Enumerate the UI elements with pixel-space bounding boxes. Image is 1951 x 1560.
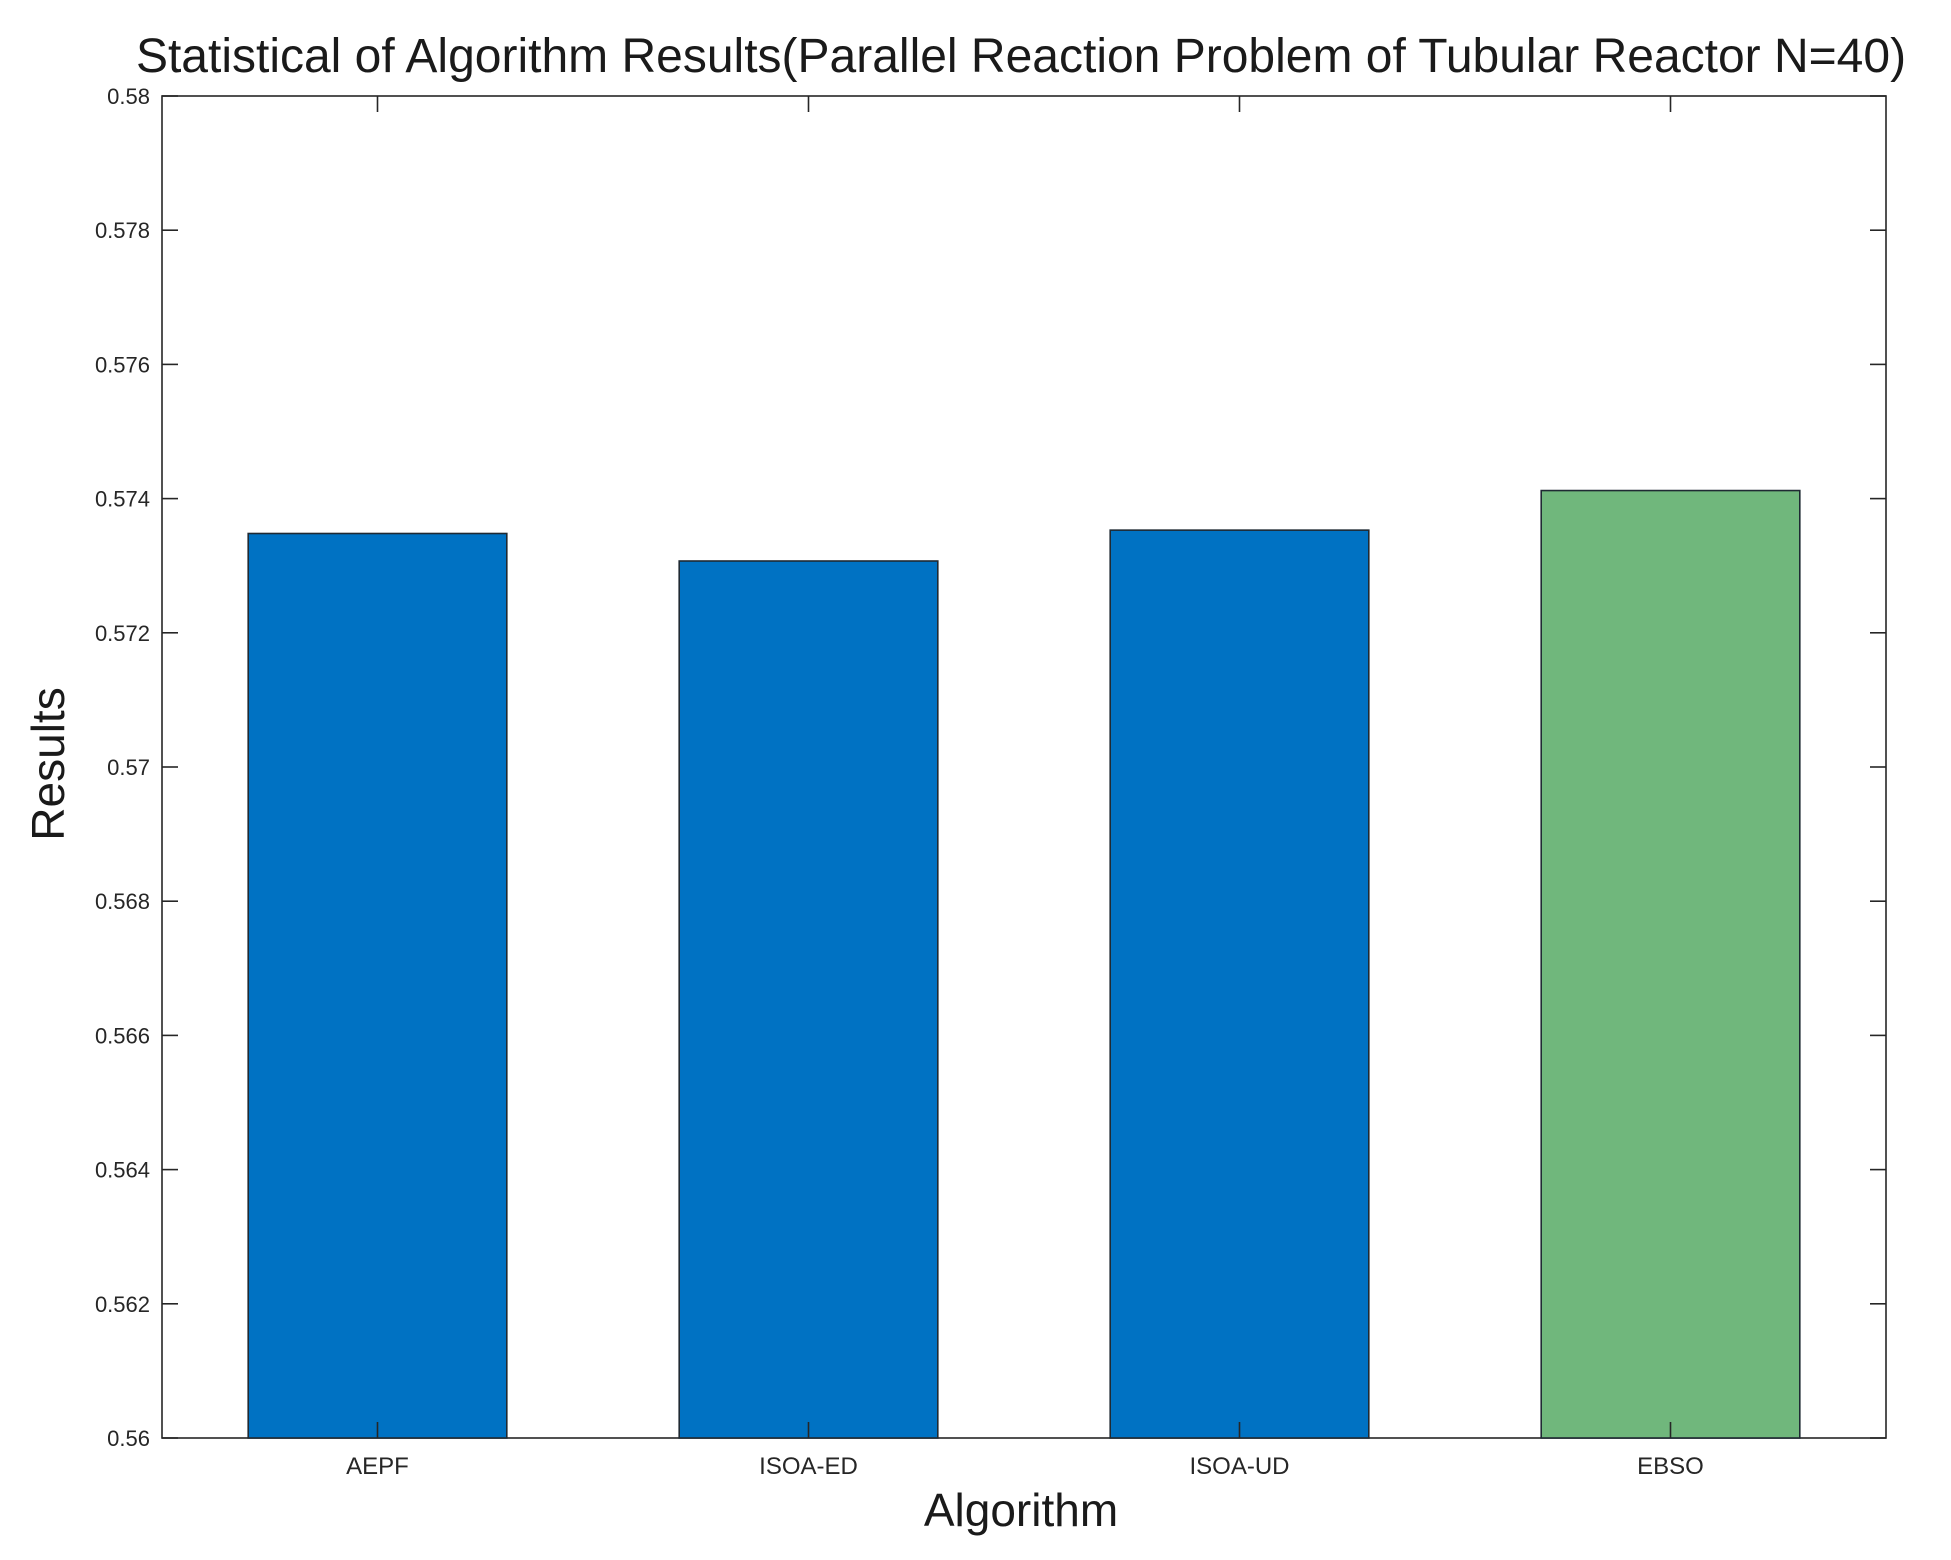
y-tick-label: 0.566 [95,1023,150,1048]
bar-ebso [1540,489,1801,1439]
y-tick-label: 0.576 [95,352,150,377]
y-tick-label: 0.58 [107,84,150,109]
x-tick-label: EBSO [1637,1453,1704,1480]
y-axis-ticks: 0.56 0.562 0.564 0.566 0.568 0.57 0.572 0.574 0.… [95,84,1886,1451]
y-tick-label: 0.574 [95,487,150,512]
bar-aepf [247,532,508,1439]
plot-area: 0.56 0.562 0.564 0.566 0.568 0.57 0.572 0.574 0.… [95,84,1887,1480]
y-tick-label: 0.572 [95,621,150,646]
x-axis-ticks: AEPF ISOA-ED ISOA-UD EBSO [346,96,1704,1480]
y-tick-label: 0.562 [95,1292,150,1317]
x-tick-label: ISOA-ED [759,1453,858,1480]
bars [247,489,1801,1439]
x-tick-label: ISOA-UD [1189,1453,1289,1480]
y-tick-label: 0.568 [95,889,150,914]
bar-isoa-ud [1109,529,1370,1439]
y-tick-label: 0.578 [95,218,150,243]
chart-title: Statistical of Algorithm Results(Paralle… [136,30,1906,83]
y-tick-label: 0.56 [107,1426,150,1451]
x-tick-label: AEPF [346,1453,409,1480]
y-tick-label: 0.57 [107,755,150,780]
y-tick-label: 0.564 [95,1158,150,1183]
x-axis-label: Algorithm [924,1484,1118,1536]
bar-isoa-ed [678,560,939,1439]
y-axis-label: Results [22,687,74,840]
